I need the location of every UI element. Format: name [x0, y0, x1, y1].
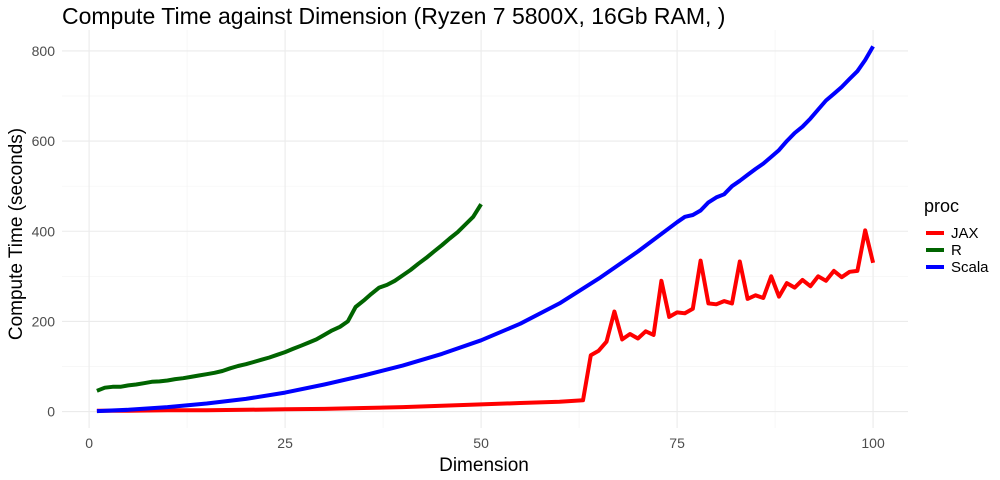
series-line-r [96, 203, 483, 393]
legend-label-jax: JAX [951, 225, 979, 242]
x-tick-label: 75 [669, 435, 685, 451]
grid [62, 30, 908, 428]
y-tick-label: 800 [32, 43, 56, 59]
x-tick-labels: 0 25 50 75 100 [85, 435, 885, 451]
x-axis-title: Dimension [439, 455, 529, 476]
x-tick-label: 0 [85, 435, 93, 451]
y-axis-title: Compute Time (seconds) [6, 128, 27, 340]
legend-title: proc [924, 196, 959, 216]
series-group [96, 45, 876, 414]
y-tick-labels: 0 200 400 600 800 [32, 43, 56, 420]
x-tick-label: 100 [861, 435, 885, 451]
legend-label-scala: Scala [951, 259, 989, 276]
legend-label-r: R [951, 242, 962, 259]
y-tick-label: 0 [47, 404, 55, 420]
y-tick-label: 400 [32, 223, 56, 239]
x-tick-label: 50 [473, 435, 489, 451]
y-tick-label: 600 [32, 133, 56, 149]
series-line-jax [96, 228, 876, 413]
series-line-scala [96, 45, 875, 414]
y-tick-label: 200 [32, 313, 56, 329]
x-tick-label: 25 [277, 435, 293, 451]
chart-title: Compute Time against Dimension (Ryzen 7 … [62, 3, 725, 29]
